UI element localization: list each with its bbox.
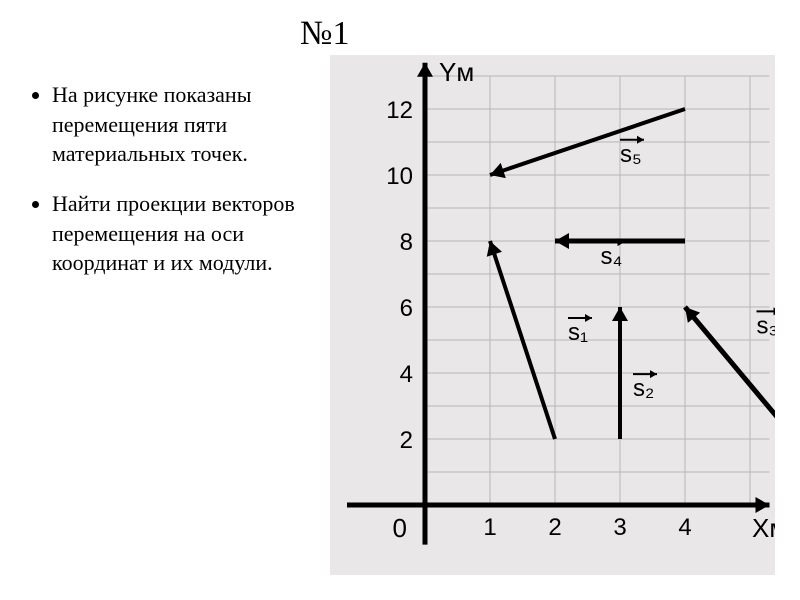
bullet-1: На рисунке показаны перемещения пяти мат… bbox=[52, 80, 300, 169]
svg-text:8: 8 bbox=[400, 229, 413, 256]
svg-text:4: 4 bbox=[400, 361, 413, 388]
svg-text:s₁: s₁ bbox=[568, 319, 588, 346]
svg-text:12: 12 bbox=[386, 97, 413, 124]
bullet-2: Найти проекции векторов перемещения на о… bbox=[52, 189, 300, 278]
svg-text:0: 0 bbox=[393, 513, 407, 543]
svg-text:s₂: s₂ bbox=[633, 375, 654, 402]
svg-text:3: 3 bbox=[613, 514, 626, 541]
svg-text:s₅: s₅ bbox=[620, 141, 642, 168]
svg-text:6: 6 bbox=[400, 295, 413, 322]
svg-text:10: 10 bbox=[386, 163, 413, 190]
svg-text:Xм: Xм bbox=[752, 513, 775, 543]
svg-text:4: 4 bbox=[678, 514, 691, 541]
svg-text:2: 2 bbox=[400, 427, 413, 454]
svg-text:2: 2 bbox=[548, 514, 561, 541]
svg-text:Yм: Yм bbox=[439, 57, 474, 87]
svg-text:s₃: s₃ bbox=[757, 312, 776, 339]
problem-text: На рисунке показаны перемещения пяти мат… bbox=[30, 80, 300, 298]
problem-title: №1 bbox=[300, 15, 349, 53]
vector-diagram: 1234246810120YмXмs₁s₂s₃s₄s₅ bbox=[330, 55, 775, 575]
svg-text:s₄: s₄ bbox=[601, 243, 623, 270]
page: №1 На рисунке показаны перемещения пяти … bbox=[0, 0, 800, 600]
svg-text:1: 1 bbox=[483, 514, 496, 541]
